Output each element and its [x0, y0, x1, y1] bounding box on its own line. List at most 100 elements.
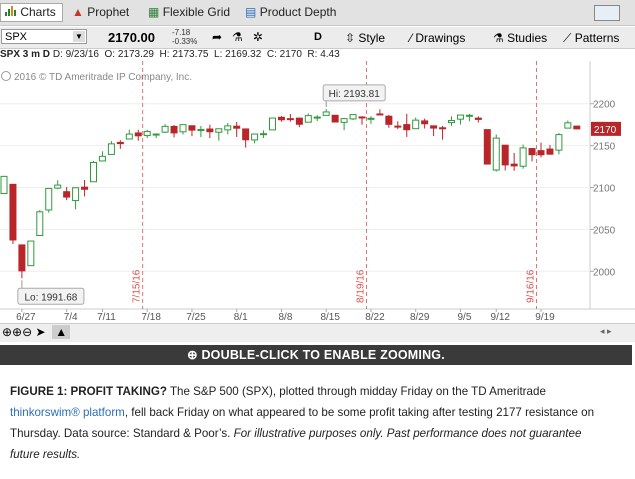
price-marker — [591, 121, 621, 136]
candle-body — [483, 129, 491, 165]
x-tick-label: 8/22 — [365, 312, 385, 323]
candle-body — [188, 125, 196, 131]
x-tick-label: 8/15 — [320, 312, 340, 323]
candle-body — [465, 114, 473, 117]
candle-body — [18, 244, 26, 272]
candle-body — [9, 183, 17, 241]
window-button[interactable] — [594, 5, 620, 21]
tab-label: Prophet — [87, 5, 130, 19]
expiration-label: 8/19/16 — [355, 269, 366, 303]
candle-body — [179, 124, 187, 133]
candle-body — [269, 117, 276, 131]
candle-body — [170, 125, 178, 134]
candle-body — [107, 143, 115, 155]
symbol-period: SPX 3 m D — [0, 49, 51, 60]
candle-body — [519, 147, 527, 167]
candle-body — [322, 111, 330, 116]
tab-label: Flexible Grid — [162, 5, 231, 19]
zoom-controls[interactable]: ⊕⊕⊖ ➤ ▲ — [2, 325, 71, 339]
lo-label: Lo: 1991.68 — [24, 292, 77, 303]
button[interactable]: ⇳ Style — [345, 31, 386, 45]
button-label: Patterns — [574, 31, 620, 45]
link[interactable]: thinkorswim® platform — [10, 406, 125, 419]
chart-controls: ⊕⊕⊖ ➤ ▲ ◂ ▸ — [0, 323, 635, 342]
copyright: 2016 © TD Ameritrade IP Company, Inc. — [14, 72, 192, 83]
caption-text: , fell back Friday on what appeared to b… — [10, 406, 595, 440]
y-tick-label: 2150 — [593, 142, 616, 153]
candle-body — [215, 128, 223, 133]
candle-body — [510, 163, 518, 167]
tab[interactable]: ▲ Prophet — [72, 5, 130, 19]
scroll-arrows[interactable]: ◂ ▸ — [600, 326, 612, 336]
price-marker-label: 2170 — [594, 125, 617, 136]
change: -7.18 -0.33% — [172, 28, 197, 46]
candle-body — [385, 115, 393, 125]
x-tick-label: 8/1 — [234, 312, 248, 323]
candle-body — [0, 175, 8, 195]
candle-body — [134, 132, 142, 137]
x-tick-label: 9/12 — [491, 312, 511, 323]
tab[interactable]: ▦ Flexible Grid — [148, 5, 231, 19]
candle-body — [242, 128, 250, 141]
y-tick-label: 2200 — [593, 100, 616, 111]
x-tick-label: 8/8 — [278, 312, 292, 323]
candle-body — [251, 133, 259, 141]
button[interactable]: ⟋ Patterns — [563, 31, 620, 45]
candle-body — [492, 137, 500, 171]
candle-body — [36, 211, 44, 237]
candle-body — [152, 133, 160, 136]
caption-text: The S&P 500 (SPX), plotted through midda… — [169, 385, 546, 398]
candle-body — [197, 129, 205, 132]
button[interactable]: ⚗ Studies — [493, 31, 548, 45]
zoom-text: DOUBLE-CLICK TO ENABLE ZOOMING. — [201, 348, 445, 362]
candle-body — [304, 115, 312, 123]
plot-area — [0, 61, 590, 309]
y-tick-label: 2100 — [593, 184, 616, 195]
change-percent: -0.33% — [172, 37, 198, 46]
caption-label: FIGURE 1: PROFIT TAKING? — [10, 385, 167, 398]
candle-body — [573, 125, 581, 130]
candle-body — [45, 187, 53, 211]
chart: 2016 © TD Ameritrade IP Company, Inc. 20… — [0, 61, 635, 323]
candle-body — [224, 125, 232, 131]
candle-body — [349, 114, 357, 120]
candle-body — [358, 116, 366, 119]
button-label: Style — [358, 31, 386, 45]
candle-body — [340, 118, 348, 123]
candle-body — [430, 125, 438, 129]
zoom-hint[interactable]: ⊕ DOUBLE-CLICK TO ENABLE ZOOMING. — [0, 345, 632, 365]
tab-label: Product Depth — [259, 5, 337, 19]
candle-body — [125, 133, 133, 140]
change-value: -7.18 — [172, 28, 191, 37]
x-tick-label: 7/4 — [64, 312, 78, 323]
candle-body — [448, 120, 455, 124]
candle-body — [394, 125, 402, 128]
tab[interactable]: ▤ Product Depth — [245, 5, 337, 19]
symbol: SPX — [5, 31, 28, 43]
candle-body — [81, 186, 89, 190]
icons[interactable]: ➦ ⚗ ✲ — [212, 30, 263, 44]
candle-body — [63, 191, 71, 198]
hi-label: Hi: 2193.81 — [329, 89, 381, 100]
aggregation[interactable]: D — [314, 31, 322, 43]
button-label: Studies — [507, 31, 548, 45]
candle-body — [233, 125, 241, 129]
candle-body — [537, 150, 545, 156]
candle-body — [90, 161, 97, 183]
expiration-label: 9/16/16 — [526, 269, 537, 303]
symbol-input[interactable]: SPX ▼ — [1, 29, 87, 44]
x-tick-label: 7/11 — [97, 312, 116, 323]
button[interactable]: ⁄ Drawings — [410, 31, 466, 45]
toolbar: SPX ▼ 2170.00 -7.18 -0.33% ➦ ⚗ ✲ D ⇳ Style… — [0, 27, 635, 49]
candle-body — [546, 148, 554, 155]
button-label: Drawings — [415, 31, 466, 45]
quote: D: 9/23/16 O: 2173.29 H: 2173.75 L: 2169… — [52, 49, 340, 60]
candle-body — [116, 141, 124, 145]
x-tick-label: 6/27 — [16, 312, 36, 323]
tab[interactable]: Charts — [0, 3, 63, 22]
label-box — [17, 287, 85, 305]
candle-body — [98, 155, 106, 162]
candle-body — [555, 134, 563, 151]
x-tick-label: 9/5 — [457, 312, 471, 323]
